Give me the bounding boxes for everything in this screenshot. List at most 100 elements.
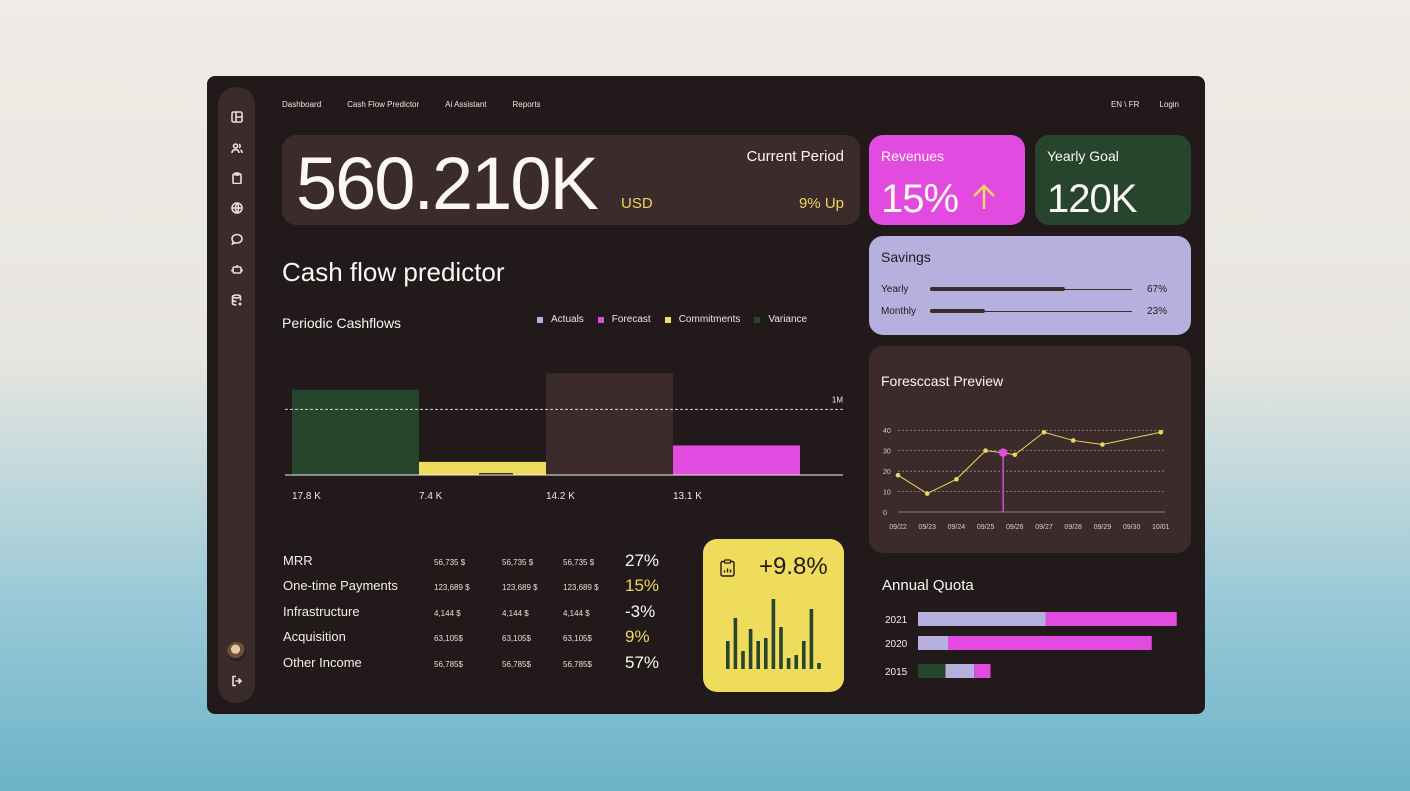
row-percent: 15%	[625, 576, 660, 596]
mini-bar	[779, 627, 783, 669]
savings-track	[930, 311, 1132, 312]
mini-bar	[733, 618, 738, 669]
row-value: 4,144 $	[434, 608, 461, 618]
clipboard-icon[interactable]	[218, 168, 255, 188]
growth-kpi-value: +9.8%	[759, 553, 828, 580]
row-label: Infrastructure	[283, 603, 360, 619]
layout-icon[interactable]	[218, 107, 255, 127]
cashflow-bar[interactable]	[546, 373, 673, 475]
periodic-cashflows-chart: 17.8 K 7.4 K 14.2 K 13.1 K 1M	[285, 373, 843, 502]
x-tick-label: 09/29	[1094, 524, 1112, 531]
quota-year-label: 2020	[885, 639, 908, 650]
savings-title: Savings	[881, 249, 931, 265]
x-tick-label: 09/27	[1035, 524, 1053, 531]
row-percent: 9%	[625, 627, 650, 647]
language-switcher[interactable]: EN \ FR	[1110, 100, 1140, 109]
row-value: 56,735 $	[502, 558, 534, 567]
mini-bar	[748, 629, 753, 669]
savings-card: Savings Yearly 67% Monthly 23%	[869, 236, 1191, 335]
chat-icon[interactable]	[218, 229, 255, 249]
legend-commitments[interactable]: Commitments	[664, 314, 740, 325]
legend-actuals[interactable]: Actuals	[537, 314, 584, 325]
forecast-point[interactable]	[1012, 452, 1018, 458]
nav-reports[interactable]: Reports	[512, 100, 541, 109]
mini-bar	[764, 638, 768, 669]
quota-year-label: 2015	[885, 667, 908, 678]
row-value: 4,144 $	[563, 608, 590, 618]
annual-quota-title: Annual Quota	[882, 577, 974, 594]
revenues-card[interactable]: Revenues 15%	[869, 135, 1025, 225]
forecast-point[interactable]	[954, 476, 959, 482]
table-row[interactable]: Infrastructure 4,144 $ 4,144 $ 4,144 $ -3%	[283, 602, 673, 627]
savings-progress-bar	[930, 309, 985, 313]
yearly-goal-title: Yearly Goal	[1047, 148, 1119, 164]
cashflow-bar-segment	[479, 473, 513, 475]
forecast-line	[897, 431, 1161, 495]
cashflow-bar[interactable]	[419, 461, 546, 475]
x-tick-label: 09/30	[1123, 524, 1141, 531]
y-tick-label: 0	[883, 510, 887, 517]
logout-icon[interactable]	[218, 671, 255, 691]
forecast-point[interactable]	[1070, 438, 1076, 443]
legend-forecast[interactable]: Forecast	[597, 314, 651, 325]
periodic-cashflows-title: Periodic Cashflows	[282, 315, 402, 331]
nav-dashboard[interactable]: Dashboard	[282, 100, 322, 109]
forecast-point[interactable]	[1158, 429, 1164, 435]
annual-quota-chart: 2021 2020 2015	[885, 612, 1177, 678]
y-tick-label: 20	[883, 469, 891, 476]
savings-progress-bar	[930, 287, 1066, 291]
table-row[interactable]: Acquisition 63,105$ 63,105$ 63,105$ 9%	[283, 627, 673, 652]
quota-bar-segment[interactable]	[945, 664, 975, 678]
table-row[interactable]: MRR 56,735 $ 56,735 $ 56,735 $ 27%	[283, 551, 673, 576]
x-tick-label: 09/26	[1006, 524, 1024, 531]
row-value: 56,785$	[502, 659, 531, 669]
highlight-point[interactable]	[998, 448, 1008, 457]
quota-bar-segment[interactable]	[918, 664, 946, 678]
quota-bar-segment[interactable]	[918, 636, 948, 650]
forecast-point[interactable]	[1041, 429, 1047, 435]
row-value: 63,105$	[563, 634, 592, 644]
growth-kpi-card[interactable]: +9.8%	[703, 539, 844, 692]
revenues-value: 15%	[881, 177, 959, 221]
bar-value-label: 14.2 K	[546, 491, 575, 502]
users-icon[interactable]	[218, 138, 255, 158]
bar-value-label: 17.8 K	[292, 491, 321, 502]
quota-bar-segment[interactable]	[918, 612, 1046, 626]
savings-row-yearly: Yearly 67%	[881, 284, 1179, 296]
savings-row-monthly: Monthly 23%	[881, 306, 1179, 318]
bar-value-label: 13.1 K	[673, 491, 702, 502]
row-percent: 57%	[625, 652, 660, 672]
row-value: 56,785$	[434, 659, 463, 669]
nav-cash-flow-predictor[interactable]: Cash Flow Predictor	[347, 100, 420, 109]
cashflow-title: Cash flow predictor	[282, 257, 505, 287]
forecast-point[interactable]	[1100, 442, 1105, 447]
quota-bar-segment[interactable]	[948, 636, 1152, 650]
table-row[interactable]: One-time Payments 123,689 $ 123,689 $ 123,6…	[283, 576, 673, 601]
table-row[interactable]: Other Income 56,785$ 56,785$ 56,785$ 57%	[283, 653, 673, 678]
x-tick-label: 09/23	[918, 524, 936, 531]
robot-icon[interactable]	[218, 259, 255, 279]
savings-row-percent: 23%	[1146, 306, 1167, 317]
globe-icon[interactable]	[218, 198, 255, 218]
row-value: 56,735 $	[434, 558, 466, 567]
current-period-card: 560.210K USD Current Period 9% Up	[282, 135, 860, 225]
legend-variance[interactable]: Variance	[754, 314, 807, 325]
cashflow-bar[interactable]	[292, 389, 419, 475]
quota-bar-segment[interactable]	[974, 664, 991, 678]
yearly-goal-card[interactable]: Yearly Goal 120K	[1035, 135, 1191, 225]
quota-bar-segment[interactable]	[1045, 612, 1177, 626]
login-link[interactable]: Login	[1159, 100, 1179, 109]
nav-ai-assistant[interactable]: Ai Assistant	[445, 100, 487, 109]
forecast-point[interactable]	[924, 491, 930, 496]
mini-bar	[786, 658, 791, 669]
row-value: 123,689 $	[434, 583, 470, 593]
forecast-preview-title: Foresccast Preview	[881, 373, 1004, 389]
avatar[interactable]	[227, 642, 246, 661]
forecast-point[interactable]	[983, 448, 988, 453]
sidebar	[218, 87, 255, 703]
cashflow-bar[interactable]	[673, 445, 800, 475]
row-label: Acquisition	[283, 629, 346, 645]
forecast-point[interactable]	[895, 472, 901, 478]
row-value: 56,785$	[563, 659, 592, 669]
database-icon[interactable]	[218, 290, 255, 310]
